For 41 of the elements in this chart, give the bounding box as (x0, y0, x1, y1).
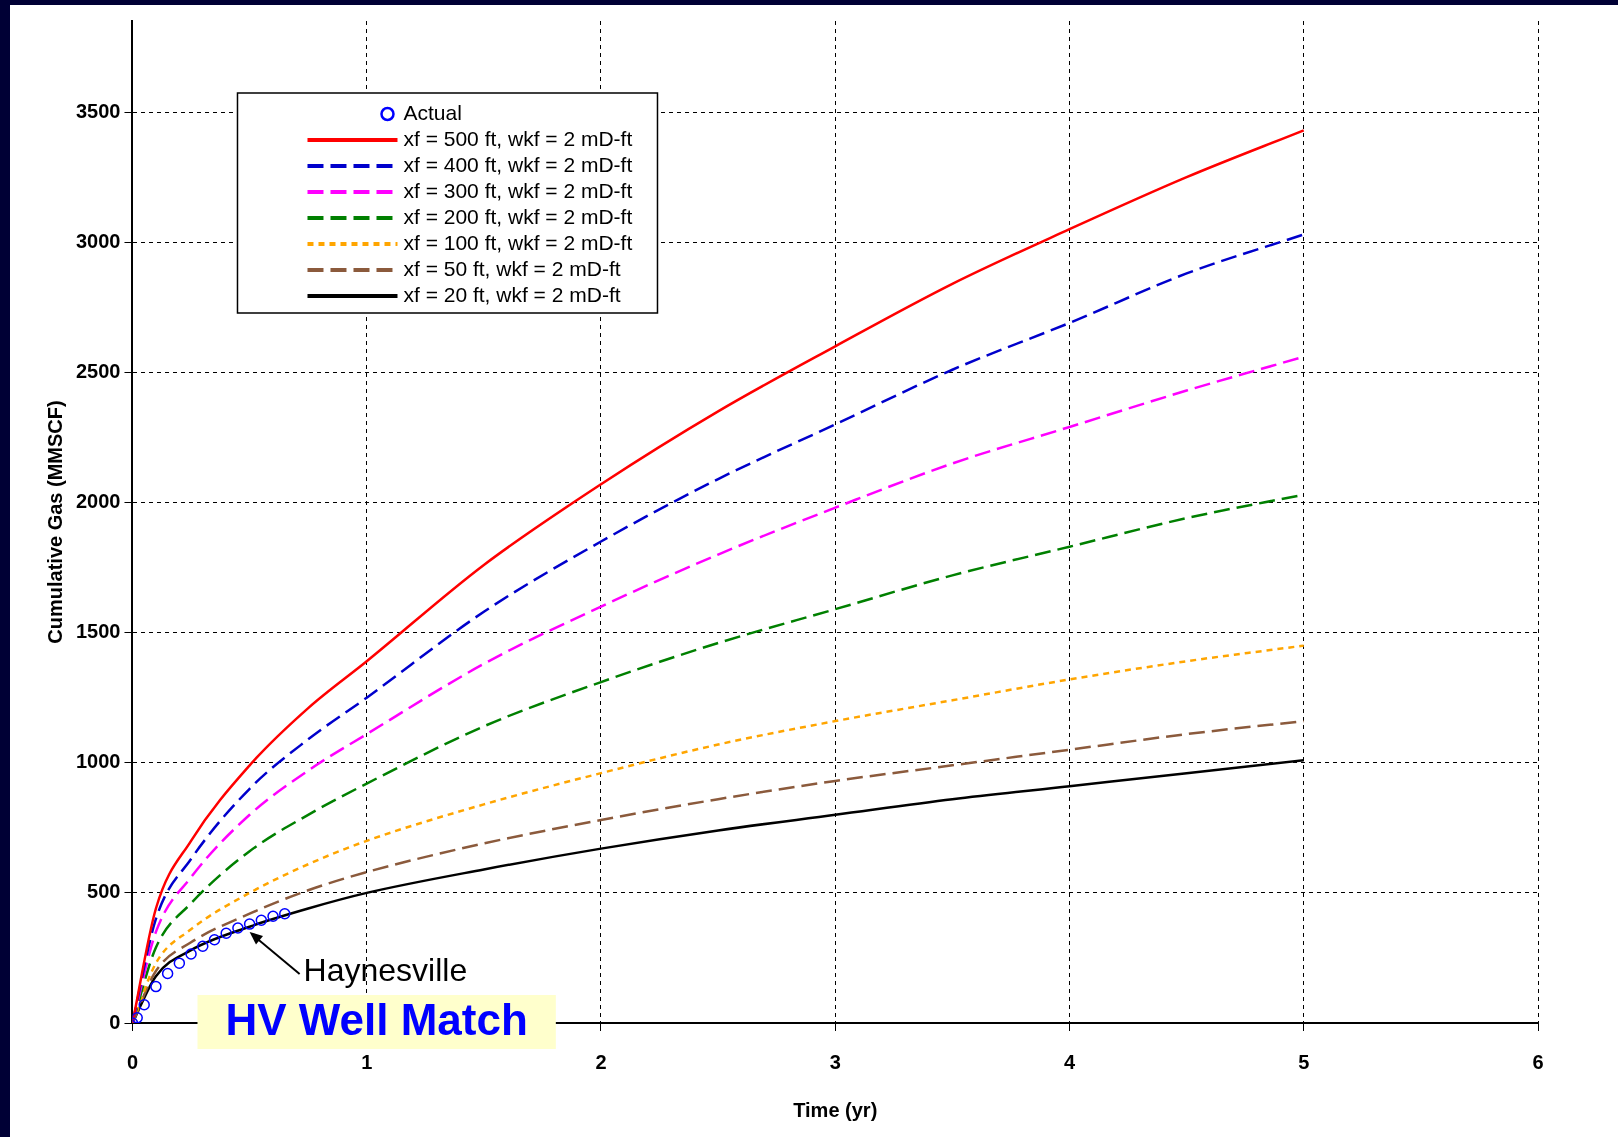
y-tick-label: 0 (109, 1010, 121, 1033)
legend-label: xf = 400 ft, wkf = 2 mD-ft (403, 152, 633, 176)
y-axis-title: Cumulative Gas (MMSCF) (43, 400, 66, 644)
x-tick-label: 1 (361, 1050, 373, 1073)
y-tick-label: 500 (87, 880, 121, 903)
point (138, 999, 150, 1011)
annotation: Haynesville (303, 951, 468, 988)
point (132, 1012, 143, 1023)
legend-label: xf = 100 ft, wkf = 2 mD-ft (403, 230, 633, 254)
legend-label: xf = 20 ft, wkf = 2 mD-ft (403, 282, 621, 306)
legend-label: xf = 500 ft, wkf = 2 mD-ft (403, 126, 633, 150)
x-axis-title: Time (yr) (793, 1098, 878, 1121)
point (255, 914, 268, 926)
x-tick-label: 3 (829, 1050, 841, 1073)
point (161, 967, 174, 980)
x-tick-label: 6 (1532, 1050, 1544, 1073)
point (267, 910, 279, 923)
point (185, 948, 197, 960)
x-tick-label: 4 (1063, 1050, 1076, 1073)
point (232, 922, 244, 934)
legend-label: xf = 50 ft, wkf = 2 mD-ft (403, 256, 621, 280)
x-tick-label: 2 (595, 1050, 607, 1073)
y-tick-label: 3000 (75, 229, 121, 252)
legend-label: xf = 200 ft, wkf = 2 mD-ft (403, 204, 633, 228)
x-tick-label: 5 (1298, 1050, 1310, 1073)
legend-label: xf = 300 ft, wkf = 2 mD-ft (403, 178, 633, 202)
point (150, 980, 162, 993)
point (208, 933, 221, 946)
point (243, 918, 256, 930)
legend-label: Actual (403, 100, 462, 124)
point (220, 927, 232, 939)
point (197, 940, 209, 952)
y-tick-label: 1500 (75, 620, 121, 643)
y-tick-label: 2000 (75, 490, 121, 512)
point (279, 907, 291, 920)
x-tick-label: 0 (126, 1050, 139, 1073)
y-tick-label: 3500 (75, 99, 121, 122)
y-tick-label: 1000 (75, 750, 121, 773)
text: HV Well Match (225, 995, 528, 1045)
y-tick-label: 2500 (75, 359, 121, 382)
point (173, 957, 186, 969)
